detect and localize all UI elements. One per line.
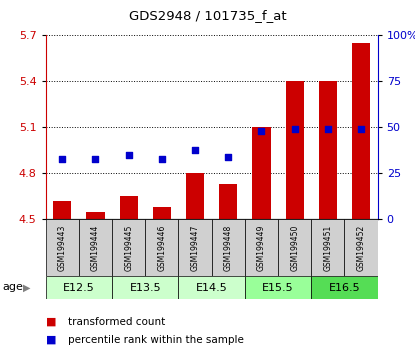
Bar [120,196,138,219]
Bar [311,276,378,299]
Text: GSM199444: GSM199444 [91,224,100,271]
Bar [79,219,112,276]
Text: GSM199452: GSM199452 [356,225,366,271]
Point [125,152,132,158]
Point [225,154,232,160]
Text: GSM199447: GSM199447 [190,224,200,271]
Text: transformed count: transformed count [68,317,166,327]
Bar [352,43,370,219]
Text: ▶: ▶ [23,282,30,292]
Point [159,156,165,161]
Point [59,156,66,161]
Text: E15.5: E15.5 [262,282,294,293]
Bar [186,173,204,219]
Bar [245,219,278,276]
Bar [112,219,145,276]
Bar [153,207,171,219]
Bar [86,212,105,219]
Bar [46,276,112,299]
Text: GSM199448: GSM199448 [224,225,233,271]
Bar [311,219,344,276]
Text: E12.5: E12.5 [63,282,95,293]
Text: percentile rank within the sample: percentile rank within the sample [68,335,244,345]
Bar [46,219,79,276]
Point [291,126,298,132]
Text: GSM199450: GSM199450 [290,224,299,271]
Text: ■: ■ [46,317,56,327]
Text: GDS2948 / 101735_f_at: GDS2948 / 101735_f_at [129,9,286,22]
Bar [252,127,271,219]
Bar [178,219,212,276]
Point [258,128,265,134]
Text: age: age [2,282,23,292]
Point [358,126,364,132]
Point [192,147,198,152]
Text: GSM199449: GSM199449 [257,224,266,271]
Bar [178,276,245,299]
Text: E16.5: E16.5 [329,282,360,293]
Point [92,156,99,161]
Bar [112,276,178,299]
Text: E14.5: E14.5 [196,282,227,293]
Bar [245,276,311,299]
Point [325,126,331,132]
Text: GSM199446: GSM199446 [157,224,166,271]
Text: GSM199445: GSM199445 [124,224,133,271]
Text: E13.5: E13.5 [129,282,161,293]
Text: ■: ■ [46,335,56,345]
Text: GSM199443: GSM199443 [58,224,67,271]
Bar [212,219,245,276]
Bar [278,219,311,276]
Text: GSM199451: GSM199451 [323,225,332,271]
Bar [344,219,378,276]
Bar [219,184,237,219]
Bar [319,81,337,219]
Bar [53,201,71,219]
Bar [145,219,178,276]
Bar [286,81,304,219]
